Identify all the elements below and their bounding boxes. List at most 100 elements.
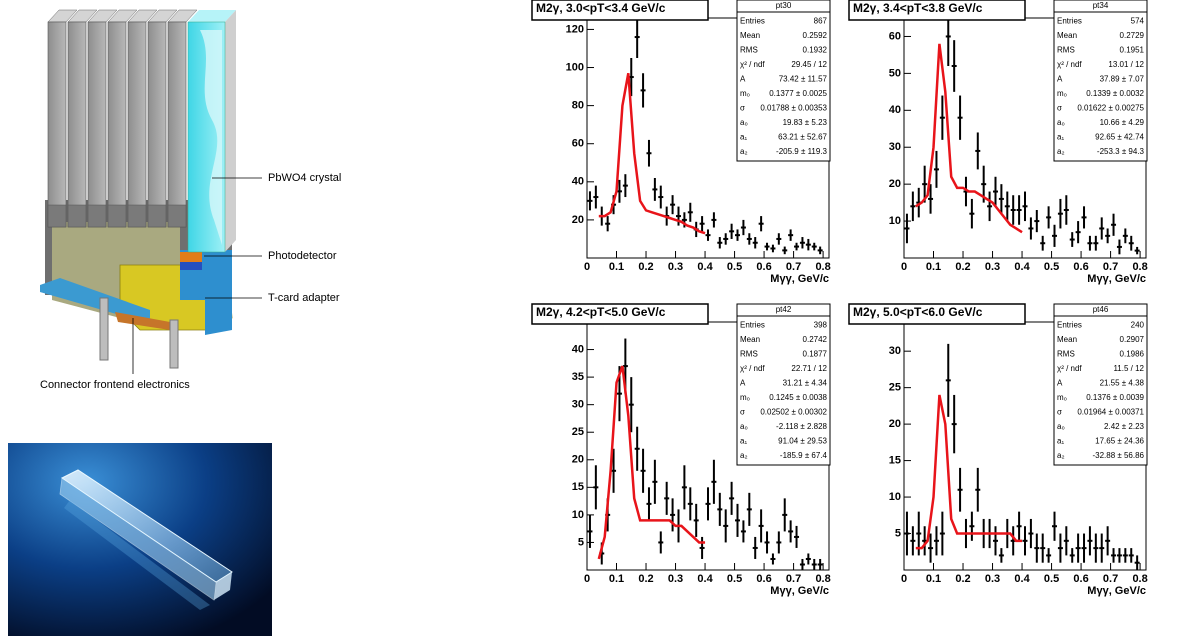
data-point	[1034, 533, 1040, 563]
stats-value: 10.66 ± 4.29	[1100, 118, 1145, 127]
stats-label: RMS	[1057, 349, 1075, 358]
data-point	[811, 558, 817, 570]
data-point	[945, 343, 951, 417]
stats-value: 0.1376 ± 0.0039	[1086, 393, 1144, 402]
stats-label: Mean	[1057, 31, 1077, 40]
data-point	[1069, 232, 1075, 247]
stats-label: a₀	[1057, 118, 1065, 127]
stats-label: Entries	[1057, 320, 1082, 329]
data-point	[652, 178, 658, 201]
data-point	[1028, 217, 1034, 240]
x-axis-label: Mγγ, GeV/c	[770, 273, 829, 285]
data-point	[992, 176, 998, 207]
data-point	[1111, 213, 1117, 236]
data-point	[1057, 533, 1063, 563]
data-point	[904, 213, 910, 244]
stats-value: 0.01964 ± 0.00371	[1077, 407, 1144, 416]
x-tick-label: 0.2	[955, 261, 970, 273]
x-tick-label: 0.4	[1014, 573, 1030, 585]
data-point	[605, 216, 611, 232]
stats-value: 11.5 / 12	[1113, 364, 1144, 373]
data-point	[699, 216, 705, 232]
stats-value: 0.1877	[803, 349, 828, 358]
stats-value: 2.42 ± 2.23	[1104, 422, 1145, 431]
data-point	[723, 233, 729, 245]
x-tick-label: 0	[584, 573, 590, 585]
y-tick-label: 10	[572, 509, 584, 521]
data-point	[1093, 533, 1099, 563]
data-point	[1087, 235, 1093, 251]
stats-label: a₁	[740, 132, 747, 141]
slab	[147, 21, 167, 228]
stats-label: χ² / ndf	[740, 364, 765, 373]
fit-curve	[915, 394, 1023, 550]
data-point	[1069, 548, 1075, 563]
data-point	[1046, 206, 1052, 229]
y-tick-label: 25	[572, 426, 584, 438]
data-point	[740, 219, 746, 236]
stats-label: m₀	[1057, 393, 1067, 402]
label-photodetector: Photodetector	[268, 250, 337, 262]
data-point	[1099, 533, 1105, 563]
data-point	[764, 242, 770, 251]
label-tcard: T-card adapter	[268, 292, 340, 304]
stats-value: 22.71 / 12	[791, 364, 827, 373]
stats-label: Mean	[740, 335, 760, 344]
x-tick-label: 0	[901, 573, 907, 585]
x-axis-label: Mγγ, GeV/c	[770, 585, 829, 597]
data-point	[951, 40, 957, 92]
x-tick-label: 0.7	[786, 573, 801, 585]
data-point	[1111, 548, 1117, 563]
stats-value: 0.1932	[803, 45, 828, 54]
stats-box	[1053, 303, 1148, 466]
data-point	[723, 509, 729, 543]
y-tick-label: 100	[566, 61, 584, 73]
stats-label: a₁	[1057, 132, 1064, 141]
y-tick-label: 10	[889, 215, 901, 227]
data-point	[811, 242, 817, 251]
data-point	[1040, 235, 1046, 251]
data-point	[928, 184, 934, 214]
slab-foot	[107, 204, 127, 228]
y-tick-label: 25	[889, 382, 901, 394]
x-tick-label: 0.6	[1073, 261, 1088, 273]
data-point	[729, 481, 735, 515]
x-tick-label: 0.8	[815, 261, 830, 273]
y-tick-label: 60	[572, 138, 584, 150]
y-tick-label: 40	[572, 343, 584, 355]
stats-label: Entries	[740, 320, 765, 329]
stats-value: 19.83 ± 5.23	[783, 118, 828, 127]
stats-title: pt42	[776, 305, 792, 314]
data-point	[670, 195, 676, 215]
x-tick-label: 0	[584, 261, 590, 273]
data-point	[939, 95, 945, 140]
data-point	[693, 503, 699, 537]
data-point	[764, 531, 770, 554]
data-point	[593, 185, 599, 209]
x-tick-label: 0.5	[1044, 573, 1059, 585]
x-tick-label: 0.6	[756, 573, 771, 585]
y-tick-label: 35	[572, 371, 584, 383]
slab-foot	[167, 204, 187, 228]
data-point	[957, 467, 963, 512]
data-point	[782, 498, 788, 532]
stats-label: A	[740, 378, 746, 387]
stats-value: 92.65 ± 42.74	[1095, 132, 1144, 141]
data-point	[1099, 217, 1105, 240]
data-point	[1034, 210, 1040, 233]
title-box	[848, 0, 1026, 21]
x-tick-label: 0.3	[985, 573, 1000, 585]
stats-value: 63.21 ± 52.67	[778, 132, 827, 141]
data-point	[593, 465, 599, 510]
data-point	[587, 191, 593, 211]
y-tick-label: 5	[895, 527, 901, 539]
data-point	[1022, 526, 1028, 556]
data-point	[998, 184, 1004, 214]
data-point	[711, 459, 717, 504]
fit-curve	[598, 73, 706, 235]
data-point	[717, 492, 723, 526]
stats-value: 31.21 ± 4.34	[783, 378, 828, 387]
data-point	[1134, 555, 1140, 570]
slab	[87, 21, 107, 228]
